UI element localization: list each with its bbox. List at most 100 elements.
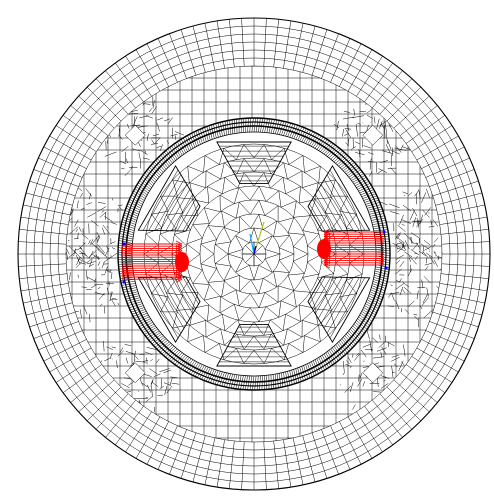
air-gap-element-edge xyxy=(323,143,334,155)
stator-tri-edge xyxy=(89,239,94,245)
stator-tri-edge xyxy=(392,242,402,249)
stator-tri-edge xyxy=(149,368,158,375)
rotor-tri-edge xyxy=(245,253,255,263)
stator-radial-line xyxy=(292,437,304,485)
air-gap-element-edge xyxy=(137,318,151,325)
stator-tri-edge xyxy=(96,232,100,239)
air-gap-element-edge xyxy=(129,303,143,309)
rotor-tri-edge xyxy=(280,300,297,308)
air-gap-element-edge xyxy=(323,353,331,367)
air-gap-element-edge xyxy=(237,375,242,390)
stator-tri-edge xyxy=(343,371,345,375)
air-gap-element-edge xyxy=(320,356,327,370)
air-gap-element-edge xyxy=(211,124,215,139)
stator-tri-edge xyxy=(433,251,436,254)
air-gap-element-edge xyxy=(373,279,387,285)
stator-tri-edge xyxy=(354,353,360,361)
air-gap-element-edge xyxy=(293,125,301,139)
stator-tri-edge xyxy=(83,305,88,315)
air-gap-element-edge xyxy=(354,322,366,332)
rotor-tri-edge xyxy=(293,261,305,274)
air-gap-element-edge xyxy=(373,227,388,229)
air-gap-element-edge xyxy=(305,131,314,144)
stator-tri-edge xyxy=(396,280,401,282)
air-gap-element-edge xyxy=(175,142,183,156)
rotor-tri-edge xyxy=(318,324,336,329)
stator-tri-edge xyxy=(79,262,86,265)
rotor-tri-edge xyxy=(288,155,304,165)
air-gap-element-edge xyxy=(366,299,380,307)
air-gap-element-edge xyxy=(333,152,345,163)
stator-tri-edge xyxy=(356,352,360,356)
stator-tri-edge xyxy=(429,256,435,265)
stator-tri-edge xyxy=(343,111,350,113)
stator-tri-edge xyxy=(125,357,128,364)
rotor-tri-edge xyxy=(151,280,162,294)
rotor-tri-edge xyxy=(258,235,273,244)
rotor-tri-edge xyxy=(172,324,190,329)
air-gap-element-edge xyxy=(117,256,133,259)
stator-tri-edge xyxy=(101,262,105,268)
rotor-tri-edge xyxy=(307,233,320,247)
rotor-tri-edge xyxy=(324,292,342,296)
stator-tri-edge xyxy=(390,284,393,286)
air-gap-element-edge xyxy=(335,344,345,357)
stator-tri-edge xyxy=(387,305,394,307)
stator-tri-edge xyxy=(366,114,373,119)
stator-tri-edge xyxy=(394,268,402,275)
stator-tri-edge xyxy=(69,272,71,280)
air-gap-element-edge xyxy=(360,189,374,196)
stator-tri-edge xyxy=(151,385,153,398)
rotor-tri-edge xyxy=(234,304,240,321)
stator-tri-edge xyxy=(101,227,106,235)
stator-tri-edge xyxy=(76,200,79,209)
stator-tri-edge xyxy=(393,363,398,368)
air-gap-element-edge xyxy=(295,368,300,383)
air-gap-element-edge xyxy=(281,121,287,136)
stator-tri-edge xyxy=(342,128,344,137)
stator-radial-line xyxy=(180,29,197,76)
stator-radial-line xyxy=(146,43,169,87)
stator-tri-edge xyxy=(391,365,394,378)
stator-tri-edge xyxy=(77,232,79,239)
stator-tri-edge xyxy=(106,346,114,350)
rotor-slot-mesh xyxy=(176,198,196,232)
stator-tri-edge xyxy=(407,300,415,308)
rotor-tri-edge xyxy=(273,221,277,237)
rotor-tri-edge xyxy=(189,320,206,326)
stator-tri-edge xyxy=(357,378,363,387)
rotor-tri-edge xyxy=(263,172,271,189)
rotor-tri-edge xyxy=(309,291,327,293)
stator-radial-line xyxy=(347,416,373,459)
stator-tri-edge xyxy=(372,337,378,343)
stator-tri-edge xyxy=(378,168,387,173)
air-gap-element-edge xyxy=(126,297,141,302)
rotor-tri-edge xyxy=(263,278,277,288)
air-gap-element-edge xyxy=(119,274,134,277)
air-gap-element-edge xyxy=(369,213,384,217)
load-arrow-head xyxy=(323,235,331,240)
air-gap-element-edge xyxy=(124,212,138,219)
stator-tri-edge xyxy=(144,150,147,154)
stator-tri-edge xyxy=(381,346,387,355)
stator-radial-line xyxy=(18,241,67,245)
stator-tri-edge xyxy=(170,376,178,378)
rotor-tri-edge xyxy=(258,278,264,294)
rotor-tri-edge xyxy=(237,319,245,336)
stator-tri-edge xyxy=(433,259,438,267)
stator-tri-edge xyxy=(426,188,430,199)
air-gap-element-edge xyxy=(362,193,376,199)
air-gap-element-edge xyxy=(262,118,266,133)
air-gap-element-edge xyxy=(279,373,281,388)
stator-tri-edge xyxy=(94,278,97,282)
stator-tri-edge xyxy=(357,122,361,125)
rotor-tri-edge xyxy=(279,253,295,261)
rotor-tri-edge xyxy=(223,227,232,243)
air-gap-element-edge xyxy=(330,149,341,160)
air-gap-element-edge xyxy=(247,118,249,133)
stator-tri-edge xyxy=(390,167,397,175)
air-gap-element-edge xyxy=(171,145,180,159)
air-gap-element-edge xyxy=(230,374,236,389)
rotor-tri-edge xyxy=(330,311,336,329)
